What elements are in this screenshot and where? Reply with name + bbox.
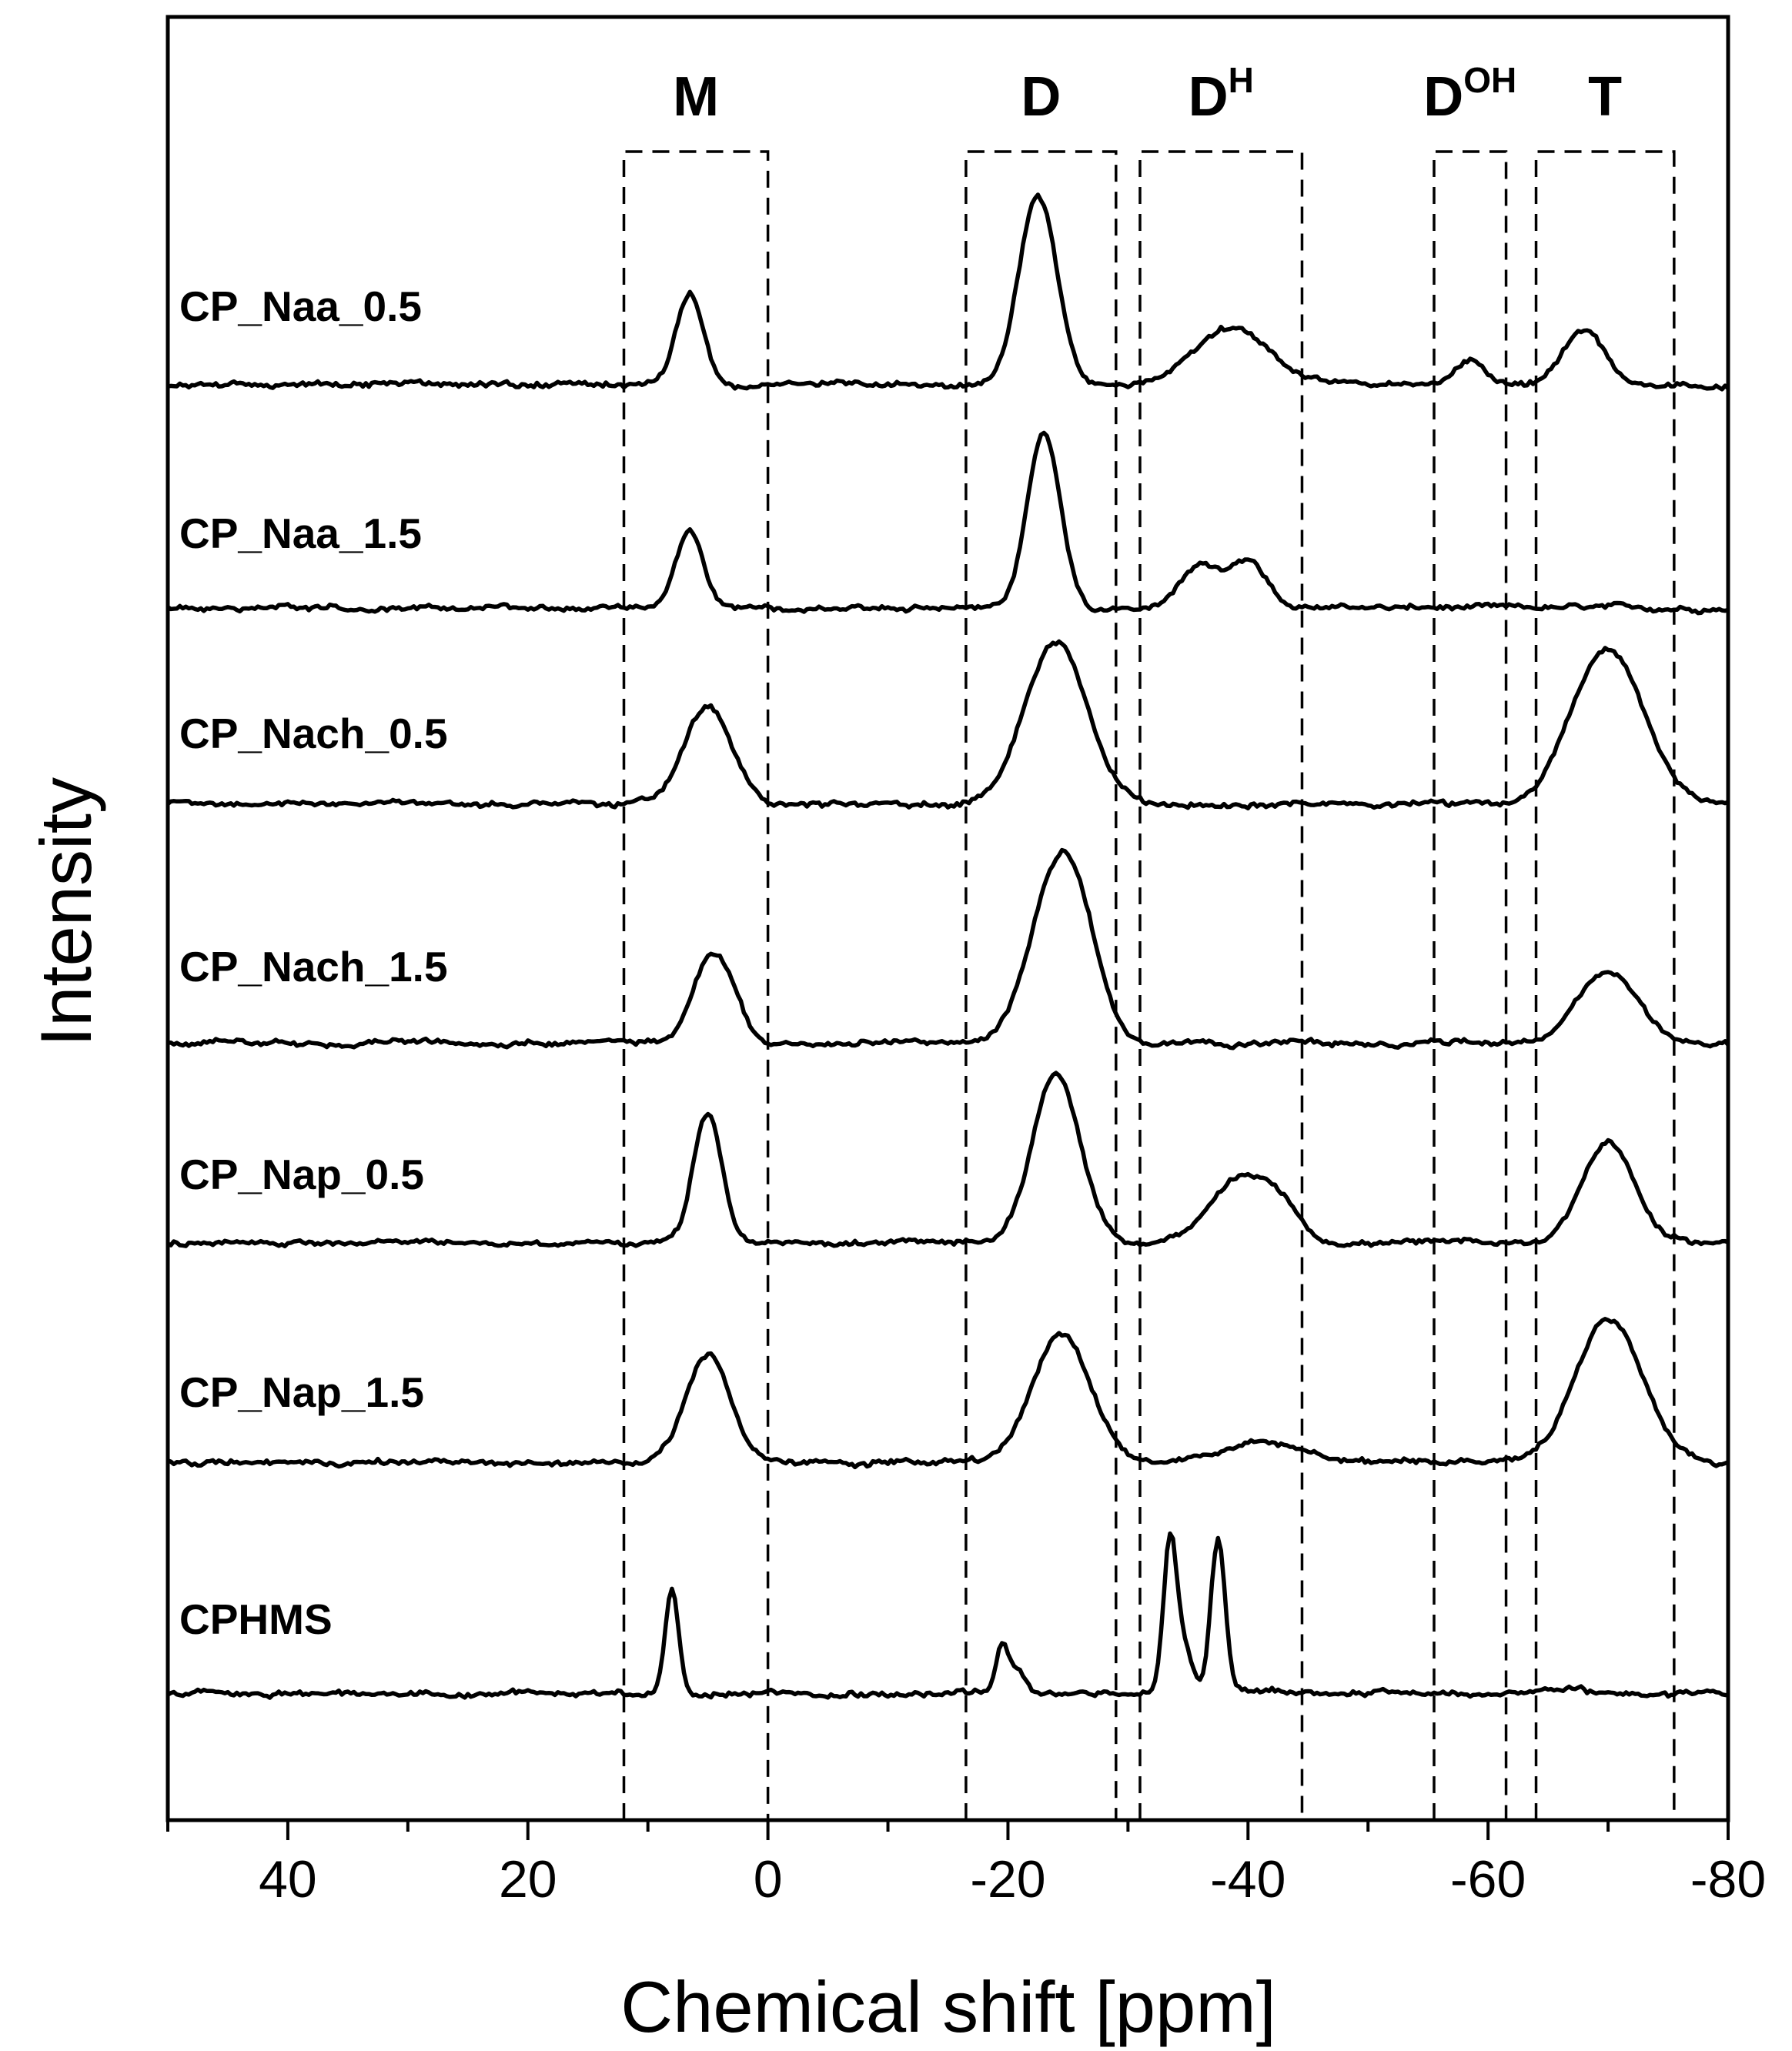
spectrum-cphms (166, 1531, 1729, 1700)
series-labels: CP_Naa_0.5 CP_Naa_1.5 CP_Nach_0.5 CP_Nach_1… (179, 282, 448, 1643)
x-tick-label: -20 (970, 1850, 1045, 1909)
spectrum-cp-naa-1-5 (166, 430, 1729, 616)
series-label: CPHMS (179, 1595, 333, 1643)
region-box (965, 150, 1118, 1820)
region-box (622, 150, 770, 1820)
region-label: D (1021, 66, 1061, 128)
series-label: CP_Nach_0.5 (179, 710, 448, 757)
spectrum-cp-nap-0-5 (166, 1071, 1730, 1249)
x-tick-label: 20 (499, 1850, 557, 1909)
x-tick-label: -80 (1690, 1850, 1766, 1909)
series-label: CP_Naa_1.5 (179, 509, 422, 557)
x-axis-ticks: 40 20 0 -20 -40 -60 -80 (166, 1820, 1766, 1909)
x-axis-title: Chemical shift [ppm] (620, 1966, 1276, 2047)
plot-frame (165, 15, 1730, 1822)
spectrum-cp-naa-0-5 (167, 192, 1730, 392)
region-label: DOH (1423, 60, 1516, 128)
x-tick-label: -40 (1210, 1850, 1285, 1909)
series-label: CP_Nach_1.5 (179, 943, 448, 990)
series-label: CP_Naa_0.5 (179, 282, 422, 330)
y-axis-title: Intensity (25, 777, 106, 1047)
region-label: T (1588, 66, 1622, 128)
spectrum-cp-nap-1-5 (167, 1317, 1729, 1470)
series-label: CP_Nap_0.5 (179, 1151, 424, 1198)
x-tick-label: 0 (754, 1850, 783, 1909)
region-box (1433, 150, 1508, 1820)
spectrum-cp-nach-1-5 (167, 847, 1730, 1051)
region-boxes: M D DH DOH T (622, 60, 1676, 1820)
region-label: M (673, 66, 719, 128)
spectrum-cp-nach-0-5 (166, 639, 1729, 810)
region-label: DH (1189, 60, 1254, 128)
x-tick-label: 40 (259, 1850, 317, 1909)
region-box (1534, 150, 1676, 1820)
spectra-traces (166, 192, 1730, 1700)
series-label: CP_Nap_1.5 (179, 1368, 424, 1416)
x-tick-label: -60 (1450, 1850, 1526, 1909)
